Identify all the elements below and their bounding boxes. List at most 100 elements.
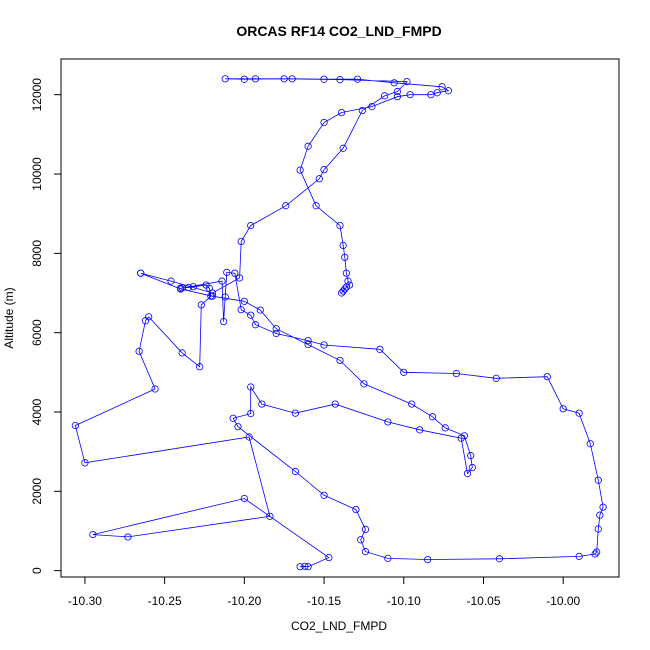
x-tick-label: -10.10 xyxy=(387,594,421,608)
data-point xyxy=(304,142,312,150)
data-point xyxy=(245,433,253,441)
data-point xyxy=(331,400,339,408)
data-point xyxy=(460,432,468,440)
data-point xyxy=(559,405,567,413)
data-point xyxy=(135,347,143,355)
data-point xyxy=(342,269,350,277)
data-point xyxy=(81,459,89,467)
data-points xyxy=(71,75,607,571)
data-point xyxy=(408,400,416,408)
data-point xyxy=(296,563,304,571)
data-point xyxy=(452,369,460,378)
data-point xyxy=(320,75,328,83)
data-point xyxy=(575,552,583,560)
data-point xyxy=(272,325,280,333)
data-point xyxy=(357,536,365,544)
data-point xyxy=(196,363,204,371)
data-point xyxy=(337,108,346,117)
data-point xyxy=(427,91,435,99)
data-point xyxy=(320,491,328,499)
data-point xyxy=(280,75,288,83)
data-point xyxy=(234,423,242,431)
x-tick-label: -10.05 xyxy=(466,594,500,608)
data-point xyxy=(599,503,607,511)
data-point xyxy=(301,562,309,570)
data-point xyxy=(176,285,185,293)
data-point xyxy=(441,424,449,432)
data-point xyxy=(376,345,384,353)
data-line xyxy=(74,78,604,568)
data-point xyxy=(320,166,328,174)
data-point xyxy=(361,525,370,534)
data-point xyxy=(438,83,446,91)
data-point xyxy=(237,237,245,246)
data-point xyxy=(251,321,260,329)
data-point xyxy=(251,75,260,83)
data-point xyxy=(433,89,441,97)
data-point xyxy=(361,548,370,556)
data-point xyxy=(223,268,231,276)
data-point xyxy=(288,75,296,83)
data-point xyxy=(428,413,437,421)
data-point xyxy=(468,463,476,472)
data-point xyxy=(336,356,344,365)
data-point xyxy=(575,409,583,417)
data-point xyxy=(240,297,248,305)
data-point xyxy=(304,337,312,345)
x-axis: -10.30 -10.25 -10.20 -10.15 -10.10 -10.05 -10.… xyxy=(68,576,581,608)
y-tick-label: 10000 xyxy=(30,157,44,191)
data-point xyxy=(137,269,145,277)
data-point xyxy=(247,221,255,230)
data-point xyxy=(178,349,186,357)
data-point xyxy=(247,383,255,391)
data-point xyxy=(337,289,346,297)
x-tick-label: -10.30 xyxy=(68,594,102,608)
data-point xyxy=(220,317,228,326)
data-point xyxy=(266,512,274,520)
data-point xyxy=(256,306,264,314)
data-point xyxy=(221,75,229,83)
data-point xyxy=(71,421,79,430)
data-point xyxy=(237,306,245,314)
data-point xyxy=(341,253,349,261)
x-tick-label: -10.20 xyxy=(227,594,261,608)
data-point xyxy=(312,202,320,210)
data-point xyxy=(444,87,453,95)
y-tick-label: 6000 xyxy=(30,319,44,346)
x-axis-label: CO2_LND_FMPD xyxy=(291,619,387,633)
data-point xyxy=(336,221,344,230)
y-axis-label: Altitude (m) xyxy=(2,287,16,348)
data-point xyxy=(495,555,504,563)
data-point xyxy=(240,75,248,83)
data-point xyxy=(424,555,432,564)
data-point xyxy=(208,289,217,297)
data-point xyxy=(339,144,347,152)
data-point xyxy=(403,78,411,86)
data-point xyxy=(315,175,323,183)
data-point xyxy=(384,418,392,426)
data-point xyxy=(145,313,153,321)
data-point xyxy=(296,166,304,174)
data-point xyxy=(358,106,366,115)
data-point xyxy=(393,93,401,101)
data-point xyxy=(591,550,599,558)
y-axis: 0 2000 4000 6000 8000 10000 12000 xyxy=(30,78,62,574)
y-tick-label: 4000 xyxy=(30,398,44,425)
data-point xyxy=(197,301,205,309)
data-point xyxy=(368,102,376,111)
chart-title: ORCAS RF14 CO2_LND_FMPD xyxy=(236,23,441,39)
data-point xyxy=(258,400,266,408)
data-point xyxy=(390,79,398,87)
data-point xyxy=(352,505,360,514)
x-tick-label: -10.15 xyxy=(307,594,341,608)
series-line xyxy=(74,78,604,568)
data-point xyxy=(492,374,500,382)
data-point xyxy=(304,340,312,349)
data-point xyxy=(221,293,229,301)
data-point xyxy=(543,373,551,381)
data-point xyxy=(167,277,175,285)
data-point xyxy=(593,548,601,556)
data-point xyxy=(240,494,248,503)
data-point xyxy=(189,283,197,291)
